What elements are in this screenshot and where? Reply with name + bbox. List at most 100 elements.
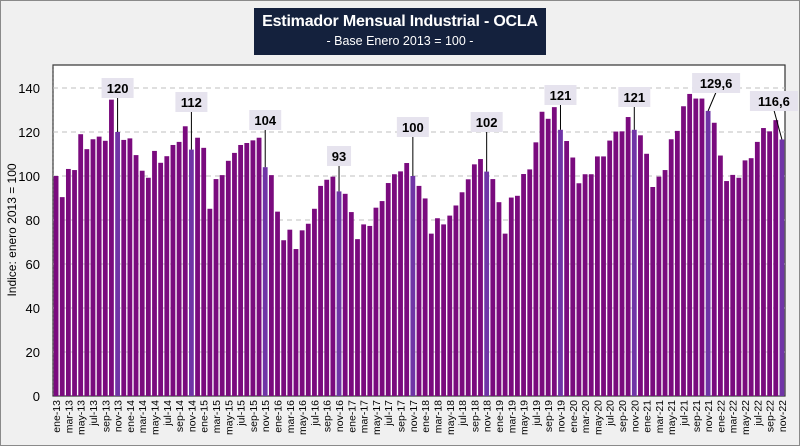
chart-title: Estimador Mensual Industrial - OCLA <box>262 13 538 30</box>
bar-ago-16 <box>318 185 323 396</box>
bar-feb-20 <box>576 183 582 396</box>
bar-dic-13 <box>121 139 127 397</box>
x-tick-label: ene-17 <box>346 400 358 433</box>
bar-dic-17 <box>416 185 422 396</box>
bar-jun-14 <box>158 162 164 396</box>
x-tick-label: jul-22 <box>752 400 764 427</box>
bar-oct-20 <box>625 117 631 396</box>
bar-jun-18 <box>453 205 459 396</box>
y-tick-label: 0 <box>33 389 40 404</box>
bar-may-18 <box>447 215 453 396</box>
bar-dic-16 <box>342 193 348 396</box>
bar-feb-18 <box>428 233 434 396</box>
bar-mar-13 <box>65 168 71 396</box>
y-tick-label: 40 <box>26 301 40 316</box>
bar-ago-14 <box>170 144 176 396</box>
y-tick-label: 20 <box>26 345 40 360</box>
x-tick-label: mar-14 <box>137 400 149 433</box>
bar-dic-18 <box>490 179 496 396</box>
bar-jul-17 <box>385 183 391 396</box>
bar-nov-18 <box>484 171 490 396</box>
bar-abr-15 <box>219 175 225 396</box>
annotation-label: 121 <box>550 88 572 103</box>
annotation-leader-line <box>707 91 717 112</box>
x-tick-label: may-15 <box>223 400 235 435</box>
y-tick-label: 80 <box>26 213 40 228</box>
x-tick-label: ene-14 <box>125 400 137 433</box>
bar-abr-13 <box>72 170 77 396</box>
x-tick-label: mar-16 <box>285 400 297 433</box>
bar-ago-21 <box>687 93 693 396</box>
bar-mar-21 <box>656 176 662 396</box>
bar-jun-15 <box>232 152 237 396</box>
y-tick-label: 120 <box>18 125 40 140</box>
bar-ene-13 <box>53 176 59 396</box>
bar-oct-17 <box>404 163 410 396</box>
bar-oct-19 <box>551 107 557 396</box>
bar-ene-16 <box>275 211 280 396</box>
x-tick-label: nov-20 <box>629 400 641 432</box>
x-tick-label: mar-15 <box>211 400 223 433</box>
bar-abr-21 <box>662 170 668 396</box>
x-tick-label: may-14 <box>149 400 161 435</box>
bar-ago-22 <box>761 128 766 397</box>
bar-may-14 <box>152 150 157 396</box>
x-tick-label: nov-19 <box>555 400 567 432</box>
x-tick-label: mar-21 <box>654 400 666 433</box>
x-tick-label: may-16 <box>297 400 309 435</box>
x-tick-label: may-17 <box>371 400 383 435</box>
bar-sep-14 <box>176 141 182 396</box>
bar-dic-20 <box>638 135 643 397</box>
bar-oct-16 <box>330 176 336 396</box>
x-tick-label: ene-15 <box>199 400 211 433</box>
annotation-label: 102 <box>476 115 498 130</box>
x-tick-label: nov-21 <box>703 400 715 432</box>
bar-sep-19 <box>545 118 551 397</box>
bar-mar-20 <box>582 174 588 396</box>
bar-feb-15 <box>207 208 213 396</box>
x-tick-label: sep-20 <box>617 400 629 432</box>
bar-dic-15 <box>268 175 274 396</box>
bar-nov-22 <box>779 139 785 397</box>
x-tick-label: mar-20 <box>580 400 592 433</box>
bar-oct-13 <box>109 99 114 396</box>
annotation-label: 116,6 <box>758 94 790 109</box>
bar-ago-15 <box>244 143 250 396</box>
x-tick-label: may-19 <box>519 400 531 435</box>
bar-ago-18 <box>465 179 471 396</box>
bar-sep-16 <box>324 179 330 396</box>
bar-jul-22 <box>754 141 760 396</box>
x-tick-label: mar-19 <box>506 400 518 433</box>
bar-may-21 <box>668 139 674 396</box>
x-tick-label: may-13 <box>76 400 88 435</box>
y-axis-label: Indice: enero 2013 = 100 <box>5 163 19 296</box>
x-tick-label: ene-13 <box>51 400 63 433</box>
x-tick-label: may-22 <box>740 400 752 435</box>
x-tick-label: sep-18 <box>469 400 481 432</box>
bar-ene-22 <box>718 155 723 396</box>
y-tick-label: 60 <box>26 257 40 272</box>
bar-may-15 <box>225 160 231 396</box>
bar-abr-18 <box>441 224 447 396</box>
bar-nov-19 <box>558 129 563 397</box>
bar-may-16 <box>299 230 305 396</box>
annotation-label-box <box>175 92 208 112</box>
annotation-label: 100 <box>402 120 424 135</box>
bar-feb-14 <box>133 155 139 396</box>
x-tick-label: nov-13 <box>113 400 125 432</box>
bar-jul-13 <box>90 139 96 396</box>
bar-feb-21 <box>650 187 656 396</box>
annotation-label-box <box>749 91 798 111</box>
bar-jun-13 <box>84 149 90 396</box>
annotation-label-box <box>470 112 503 132</box>
bar-sep-21 <box>693 98 699 396</box>
bar-ene-18 <box>422 198 428 396</box>
x-tick-label: nov-17 <box>408 400 420 432</box>
y-tick-label: 140 <box>18 81 40 96</box>
bar-feb-22 <box>724 181 729 396</box>
bar-feb-16 <box>281 240 287 396</box>
bar-nov-20 <box>631 129 637 397</box>
x-tick-label: nov-18 <box>482 400 494 432</box>
bar-mar-19 <box>508 197 514 396</box>
annotation-label: 93 <box>332 149 346 164</box>
